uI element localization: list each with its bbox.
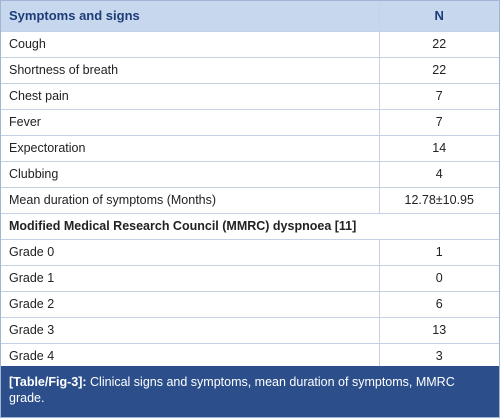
table-cell: 7 — [378, 83, 499, 110]
table-row: Grade 3 13 — [1, 317, 499, 344]
table-body: Cough 22 Shortness of breath 22 Chest pain 7 F… — [1, 31, 499, 370]
table-cell: 4 — [378, 161, 499, 188]
table-cell: 22 — [378, 31, 499, 58]
table-cell: Grade 2 — [1, 291, 379, 318]
header-cell: Symptoms and signs — [1, 1, 379, 32]
table: Symptoms and signs N Cough 22 Shortness of… — [1, 1, 499, 370]
table-row: Chest pain 7 — [1, 83, 499, 110]
table-row: Modified Medical Research Council (MMRC)… — [1, 213, 499, 240]
table-row: Cough 22 — [1, 31, 499, 58]
table-cell: Grade 3 — [1, 317, 379, 344]
table-cell: 7 — [378, 109, 499, 136]
table-row: Fever 7 — [1, 109, 499, 136]
table-cell: 1 — [378, 239, 499, 266]
table-cell: Expectoration — [1, 135, 379, 162]
table-cell: Grade 4 — [1, 343, 379, 370]
table-cell: Mean duration of symptoms (Months) — [1, 187, 379, 214]
table-cell: 13 — [378, 317, 499, 344]
caption: [Table/Fig-3]: Clinical signs and sympto… — [1, 366, 499, 417]
table-cell: Shortness of breath — [1, 57, 379, 84]
table-row: Shortness of breath 22 — [1, 57, 499, 84]
table-cell: Fever — [1, 109, 379, 136]
table-cell: 22 — [378, 57, 499, 84]
table-cell: Grade 0 — [1, 239, 379, 266]
table-row: Expectoration 14 — [1, 135, 499, 162]
table-cell: Modified Medical Research Council (MMRC)… — [1, 213, 499, 240]
table-row: Clubbing 4 — [1, 161, 499, 188]
table-cell: Grade 1 — [1, 265, 379, 292]
table-cell: Clubbing — [1, 161, 379, 188]
header-row: Symptoms and signs N — [1, 1, 499, 32]
table-cell: Chest pain — [1, 83, 379, 110]
table-row: Mean duration of symptoms (Months) 12.78±… — [1, 187, 499, 214]
caption-label: [Table/Fig-3]: — [9, 375, 87, 389]
table-cell: 14 — [378, 135, 499, 162]
table-cell: 12.78±10.95 — [378, 187, 499, 214]
caption-text: Clinical signs and symptoms, mean durati… — [9, 375, 455, 405]
table-cell: 0 — [378, 265, 499, 292]
table-cell: 6 — [378, 291, 499, 318]
table-cell: Cough — [1, 31, 379, 58]
header-cell: N — [378, 1, 499, 32]
